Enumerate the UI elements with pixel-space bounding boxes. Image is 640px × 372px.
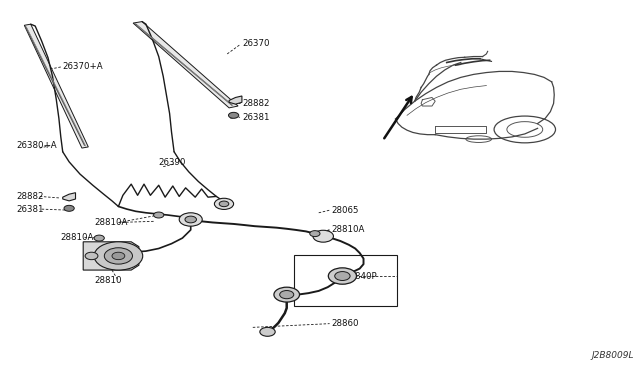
Text: 26390: 26390	[159, 158, 186, 167]
Circle shape	[219, 201, 229, 207]
Circle shape	[260, 327, 275, 336]
Polygon shape	[24, 24, 88, 148]
Circle shape	[214, 198, 234, 209]
Text: 28065: 28065	[332, 206, 359, 215]
Circle shape	[185, 216, 196, 223]
Text: J2B8009L: J2B8009L	[591, 351, 634, 360]
Circle shape	[104, 248, 132, 264]
Text: 26370: 26370	[242, 39, 269, 48]
Circle shape	[154, 212, 164, 218]
Circle shape	[313, 230, 333, 242]
Circle shape	[112, 252, 125, 260]
Circle shape	[85, 252, 98, 260]
Circle shape	[228, 112, 239, 118]
Text: 28882: 28882	[242, 99, 269, 108]
Circle shape	[280, 291, 294, 299]
Circle shape	[64, 205, 74, 211]
Text: 28810A: 28810A	[332, 225, 365, 234]
Text: 26381: 26381	[16, 205, 44, 214]
Text: 28810A: 28810A	[61, 233, 94, 242]
Circle shape	[179, 213, 202, 226]
Polygon shape	[133, 22, 238, 108]
Bar	[294, 255, 397, 306]
Polygon shape	[63, 193, 76, 201]
Polygon shape	[229, 96, 242, 104]
Text: 28840P: 28840P	[344, 272, 377, 280]
Circle shape	[274, 287, 300, 302]
Circle shape	[328, 268, 356, 284]
Text: 28810A: 28810A	[95, 218, 128, 227]
Circle shape	[94, 242, 143, 270]
Circle shape	[94, 235, 104, 241]
Text: 26370+A: 26370+A	[63, 62, 103, 71]
Text: 28882: 28882	[16, 192, 44, 201]
Text: 28810: 28810	[95, 276, 122, 285]
Text: 28860: 28860	[332, 319, 359, 328]
Text: 26380+A: 26380+A	[16, 141, 56, 150]
Text: 26381: 26381	[242, 113, 269, 122]
Circle shape	[310, 231, 320, 237]
Circle shape	[335, 272, 350, 280]
Polygon shape	[83, 242, 139, 270]
